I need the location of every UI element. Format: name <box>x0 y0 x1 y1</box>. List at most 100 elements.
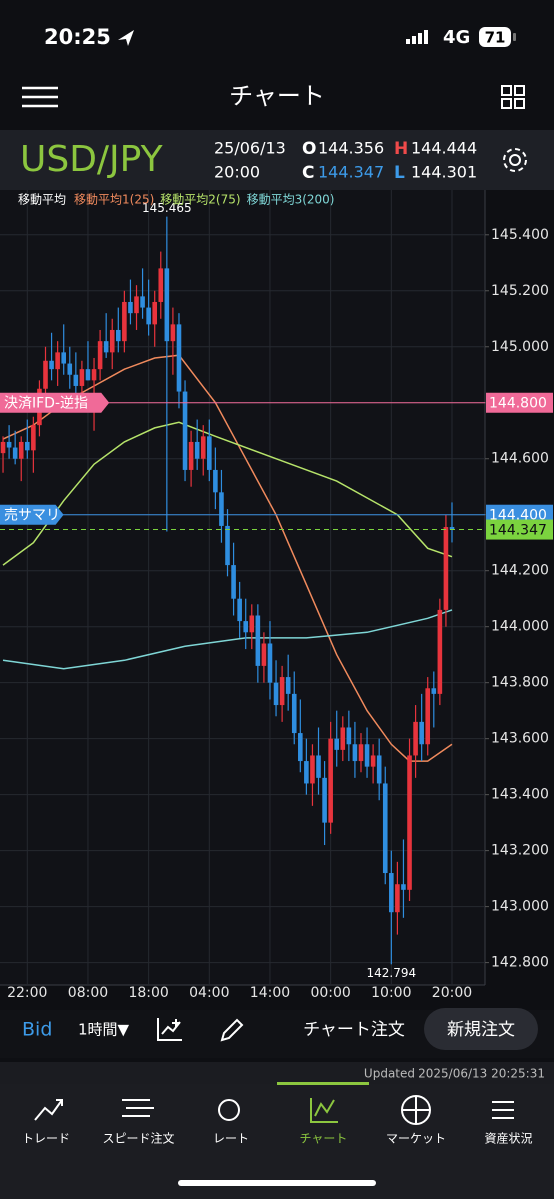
candle-body <box>237 598 242 622</box>
tab-icon[interactable] <box>401 1095 432 1125</box>
signal-icon <box>406 30 428 44</box>
x-tick-label: 14:00 <box>250 985 290 1001</box>
tab-icon[interactable] <box>34 1099 63 1121</box>
legend-title: 移動平均 <box>18 193 66 207</box>
x-tick-label: 20:00 <box>432 985 472 1001</box>
tab-bar <box>0 1084 554 1199</box>
candle-body <box>376 755 382 784</box>
candle-body <box>152 301 158 325</box>
tab-label[interactable]: トレード <box>22 1132 70 1146</box>
max-label: 145.465 <box>142 201 192 215</box>
candle-body <box>0 441 6 454</box>
x-tick-label: 00:00 <box>310 985 350 1001</box>
candle-body <box>443 527 449 610</box>
quote-panel <box>0 130 554 190</box>
price-tag <box>486 392 553 413</box>
candle-body <box>170 324 176 342</box>
plot-area <box>0 190 485 985</box>
chart-order-button[interactable]: チャート注文 <box>303 1020 405 1040</box>
candle-body <box>6 441 12 448</box>
candle-body <box>449 527 455 530</box>
y-tick-label: 144.600 <box>491 451 549 467</box>
battery-tip <box>513 33 516 41</box>
tab-icon[interactable] <box>122 1099 154 1117</box>
candle-body <box>176 324 182 392</box>
tab-label[interactable]: スピード注文 <box>102 1132 174 1146</box>
tab-label[interactable]: レート <box>213 1132 249 1146</box>
candle-body <box>146 307 151 325</box>
candle-body <box>182 391 188 470</box>
candle-body <box>103 341 109 353</box>
menu-button[interactable] <box>22 86 58 108</box>
y-tick-label: 143.600 <box>491 731 549 747</box>
candle-body <box>389 873 394 913</box>
settings-button[interactable] <box>503 148 527 172</box>
candle-body <box>291 693 297 734</box>
symbol[interactable]: USD/JPY <box>20 139 164 180</box>
quote-key: C <box>302 163 314 183</box>
quote-time: 20:00 <box>214 163 260 182</box>
candle-body <box>109 329 115 353</box>
tabs: トレード スピード注文 レート チャート マーケット 資産状況 <box>22 1095 533 1146</box>
tab-icon[interactable] <box>492 1101 514 1119</box>
legend-entry: 移動平均3(200) <box>247 193 335 207</box>
draw-button[interactable] <box>220 1018 244 1042</box>
tab-icon[interactable] <box>218 1099 241 1121</box>
candle-body <box>85 369 91 381</box>
candle-body <box>382 783 388 874</box>
y-tick-label: 144.000 <box>491 619 549 635</box>
legend-entry: 移動平均2(75) <box>160 193 240 207</box>
x-tick-label: 18:00 <box>128 985 168 1001</box>
candle-body <box>231 565 236 599</box>
new-order-button-bg[interactable] <box>424 1008 538 1050</box>
candle-body <box>164 268 170 342</box>
candle-body <box>395 884 400 913</box>
candle-body <box>128 301 133 314</box>
y-tick-label: 143.800 <box>491 675 549 691</box>
candle-body <box>158 268 164 302</box>
candle-body <box>352 744 358 762</box>
order-tag-label[interactable]: 決済IFD-逆指 <box>4 396 88 412</box>
quote-value: 144.301 <box>411 163 477 182</box>
candle-body <box>304 761 309 784</box>
active-tab-indicator <box>277 1082 369 1085</box>
order-tag[interactable] <box>0 504 64 525</box>
candle-body <box>25 441 30 451</box>
quote-key: L <box>394 163 405 183</box>
updated-bar <box>0 1062 554 1084</box>
candle-body <box>61 352 67 364</box>
candle-body <box>97 341 103 370</box>
quote-key: H <box>394 139 408 159</box>
candle-body <box>334 738 340 750</box>
candle-body <box>43 360 48 389</box>
interval[interactable]: 1時間▼ <box>78 1021 130 1039</box>
y-tick-label: 145.000 <box>491 339 549 355</box>
tab-label[interactable]: チャート <box>300 1132 348 1146</box>
header-title: チャート <box>229 82 325 110</box>
tab-icon[interactable] <box>310 1098 338 1123</box>
candle-body <box>188 441 194 470</box>
order-tag-label[interactable]: 売サマリ <box>4 508 60 524</box>
candle-body <box>401 884 406 890</box>
candle-body <box>261 643 267 666</box>
tab-label[interactable]: マーケット <box>386 1132 446 1146</box>
candle-body <box>79 369 85 386</box>
y-tick-label: 142.800 <box>491 955 549 971</box>
y-tick-label: 143.000 <box>491 899 549 915</box>
candle-body <box>310 755 315 784</box>
candle-body <box>55 352 60 370</box>
price-tag-label: 144.800 <box>489 396 547 412</box>
y-tick-label: 143.400 <box>491 787 549 803</box>
order-tag[interactable] <box>0 392 110 413</box>
y-tick-label: 145.200 <box>491 283 549 299</box>
y-tick-label: 144.200 <box>491 563 549 579</box>
price-tag-label: 144.347 <box>489 523 547 539</box>
layout-button[interactable] <box>501 85 525 109</box>
clock: 20:25 <box>44 25 111 49</box>
tab-label[interactable]: 資産状況 <box>484 1131 532 1146</box>
indicator-button[interactable] <box>157 1018 182 1041</box>
price-type[interactable]: Bid <box>22 1019 52 1041</box>
new-order-button[interactable]: 新規注文 <box>447 1020 515 1040</box>
